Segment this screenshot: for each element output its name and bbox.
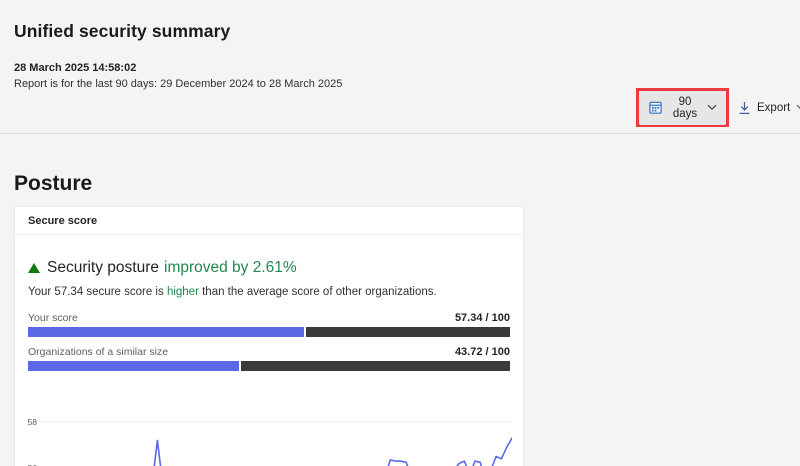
- score-row: Organizations of a similar size 43.72 / 1…: [28, 346, 510, 371]
- score-summary-suffix: than the average score of other organiza…: [198, 286, 437, 298]
- score-labels: Organizations of a similar size 43.72 / 1…: [28, 346, 510, 358]
- y-tick-label: 58: [28, 417, 37, 427]
- posture-trend-row: Security posture improved by 2.61%: [28, 259, 510, 277]
- score-summary-text: Your 57.34 secure score is higher than t…: [28, 286, 510, 298]
- triangle-up-icon: [28, 263, 40, 273]
- score-list: Your score 57.34 / 100 Organizations of a …: [28, 312, 510, 371]
- posture-section-heading: Posture: [14, 172, 93, 196]
- page-title: Unified security summary: [14, 20, 231, 41]
- chevron-down-icon: [707, 104, 717, 111]
- secure-score-card-title: Secure score: [15, 207, 523, 235]
- score-label: Your score: [28, 312, 78, 324]
- export-label: Export: [757, 101, 791, 114]
- score-bar: [28, 327, 510, 337]
- export-button[interactable]: Export: [732, 95, 800, 120]
- score-summary-prefix: Your 57.34 secure score is: [28, 286, 167, 298]
- score-bar: [28, 361, 510, 371]
- y-tick-label: 56: [28, 463, 37, 466]
- score-value: 57.34 / 100: [454, 312, 510, 324]
- trend-line: [153, 437, 512, 466]
- score-summary-highlight: higher: [166, 286, 199, 298]
- download-icon: [738, 101, 751, 115]
- secure-score-card: Secure score Security posture improved b…: [14, 206, 524, 466]
- secure-score-card-body: Security posture improved by 2.61% Your …: [15, 235, 523, 466]
- time-range-label: 90 days: [672, 95, 698, 120]
- score-bar-remainder: [306, 327, 510, 337]
- header-divider: [0, 133, 800, 134]
- score-label: Organizations of a similar size: [28, 346, 169, 358]
- score-bar-remainder: [240, 361, 510, 371]
- score-bar-fill: [28, 361, 239, 371]
- secure-score-trend-chart: 58 56: [28, 417, 512, 466]
- posture-trend-highlight: improved by 2.61%: [164, 259, 297, 276]
- report-timestamp: 28 March 2025 14:58:02: [14, 62, 137, 74]
- score-bar-fill: [28, 327, 305, 337]
- chevron-down-icon: [796, 104, 800, 111]
- posture-trend-title: Security posture: [47, 259, 159, 276]
- score-labels: Your score 57.34 / 100: [28, 312, 510, 324]
- time-range-dropdown[interactable]: 90 days: [639, 90, 726, 125]
- score-row: Your score 57.34 / 100: [28, 312, 510, 337]
- score-value: 43.72 / 100: [454, 346, 510, 358]
- report-range-text: Report is for the last 90 days: 29 Decem…: [14, 78, 343, 90]
- calendar-icon: [648, 100, 663, 115]
- annotation-highlight: 90 days: [636, 88, 729, 127]
